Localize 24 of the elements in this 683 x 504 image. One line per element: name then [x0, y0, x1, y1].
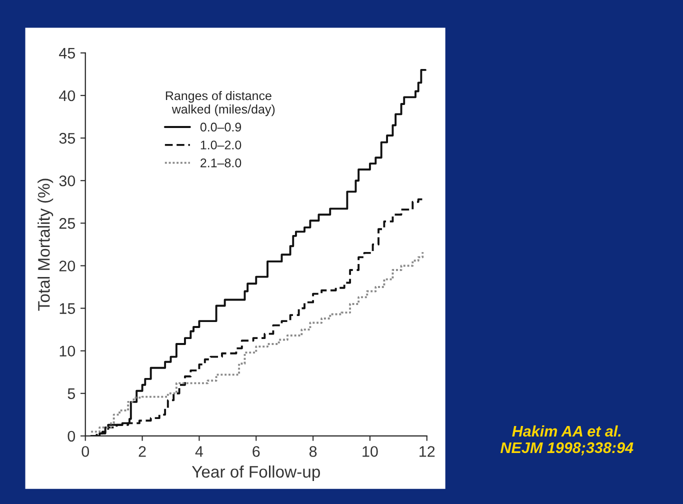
y-tick-label: 0: [68, 430, 76, 442]
y-tick-label: 20: [59, 260, 76, 272]
y-axis-title: Total Mortality (%): [38, 178, 54, 311]
y-tick-label: 30: [59, 175, 76, 186]
x-tick-label: 8: [309, 446, 317, 457]
legend-title: Ranges of distance walked (miles/day): [166, 90, 275, 116]
y-tick-label: 10: [60, 346, 76, 357]
y-tick-label: 35: [59, 132, 76, 144]
legend-label: 0.0–0.9: [200, 122, 242, 132]
x-tick-label: 12: [420, 446, 435, 457]
legend-label: 2.1–8.0: [200, 158, 242, 168]
x-axis-title: Year of Follow-up: [192, 465, 320, 482]
text: Hakim AA et al. NEJM 1998;338:94: [500, 425, 634, 456]
x-tick-label: 4: [195, 446, 204, 457]
y-tick-label: 15: [60, 303, 76, 314]
x-tick-label: 0: [82, 446, 90, 457]
x-tick-label: 2: [138, 446, 146, 457]
y-tick-label: 40: [59, 90, 76, 102]
x-tick-label: 6: [252, 446, 260, 457]
y-tick-label: 45: [59, 48, 76, 59]
x-tick-label: 10: [362, 446, 378, 457]
legend-label: 1.0–2.0: [200, 140, 242, 150]
y-tick-label: 5: [68, 388, 76, 400]
y-tick-label: 25: [59, 218, 76, 229]
